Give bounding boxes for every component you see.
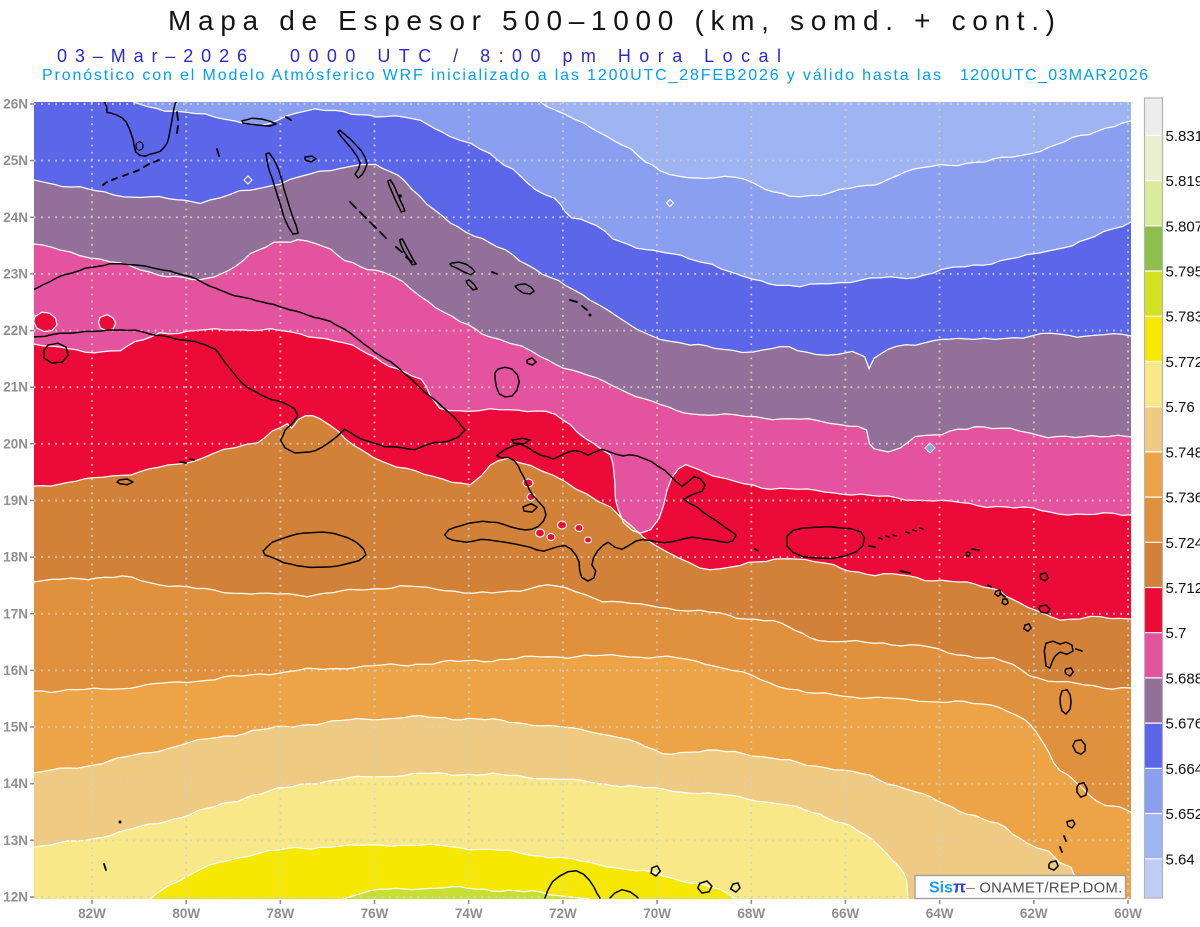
svg-text:15N: 15N <box>3 720 28 735</box>
svg-text:Pronóstico con el Modelo Atmós: Pronóstico con el Modelo Atmósferico WRF… <box>42 67 941 84</box>
svg-text:14N: 14N <box>3 776 28 791</box>
svg-text:78W: 78W <box>267 906 295 921</box>
svg-text:19N: 19N <box>3 493 28 508</box>
svg-text:22N: 22N <box>3 323 28 338</box>
svg-text:12N: 12N <box>3 890 28 905</box>
svg-text:18N: 18N <box>3 550 28 565</box>
svg-text:5.688: 5.688 <box>1166 670 1200 687</box>
svg-text:5.76: 5.76 <box>1166 399 1195 416</box>
svg-text:5.795: 5.795 <box>1166 264 1200 281</box>
svg-text:5.652: 5.652 <box>1166 806 1200 823</box>
svg-text:5.807: 5.807 <box>1166 218 1200 235</box>
svg-text:66W: 66W <box>832 906 860 921</box>
svg-text:5.7: 5.7 <box>1166 625 1187 642</box>
svg-text:76W: 76W <box>361 906 389 921</box>
svg-text:13N: 13N <box>3 833 28 848</box>
svg-text:24N: 24N <box>3 210 28 225</box>
svg-text:5.819: 5.819 <box>1166 173 1200 190</box>
svg-text:70W: 70W <box>643 906 671 921</box>
svg-text:Sisπ– ONAMET/REP.DOM.: Sisπ– ONAMET/REP.DOM. <box>929 878 1123 897</box>
svg-text:5.676: 5.676 <box>1166 716 1200 733</box>
svg-text:20N: 20N <box>3 436 28 451</box>
svg-text:68W: 68W <box>737 906 765 921</box>
svg-text:64W: 64W <box>926 906 954 921</box>
svg-text:80W: 80W <box>172 906 200 921</box>
svg-text:62W: 62W <box>1020 906 1048 921</box>
svg-text:0000 UTC / 8:00 pm Hora Local: 0000 UTC / 8:00 pm Hora Local <box>290 46 781 66</box>
svg-text:5.64: 5.64 <box>1166 851 1195 868</box>
svg-text:5.664: 5.664 <box>1166 761 1200 778</box>
svg-text:1200UTC_03MAR2026: 1200UTC_03MAR2026 <box>960 67 1148 84</box>
svg-text:5.783: 5.783 <box>1166 309 1200 326</box>
svg-text:5.831: 5.831 <box>1166 128 1200 145</box>
svg-text:5.772: 5.772 <box>1166 354 1200 371</box>
svg-text:5.748: 5.748 <box>1166 444 1200 461</box>
svg-text:72W: 72W <box>549 906 577 921</box>
svg-text:16N: 16N <box>3 663 28 678</box>
svg-text:5.724: 5.724 <box>1166 535 1200 552</box>
svg-text:82W: 82W <box>78 906 106 921</box>
svg-text:23N: 23N <box>3 266 28 281</box>
svg-text:74W: 74W <box>455 906 483 921</box>
svg-text:5.736: 5.736 <box>1166 490 1200 507</box>
svg-text:5.712: 5.712 <box>1166 580 1200 597</box>
svg-text:26N: 26N <box>3 97 28 112</box>
svg-text:60W: 60W <box>1114 906 1142 921</box>
svg-text:17N: 17N <box>3 606 28 621</box>
svg-text:25N: 25N <box>3 153 28 168</box>
svg-text:21N: 21N <box>3 380 28 395</box>
